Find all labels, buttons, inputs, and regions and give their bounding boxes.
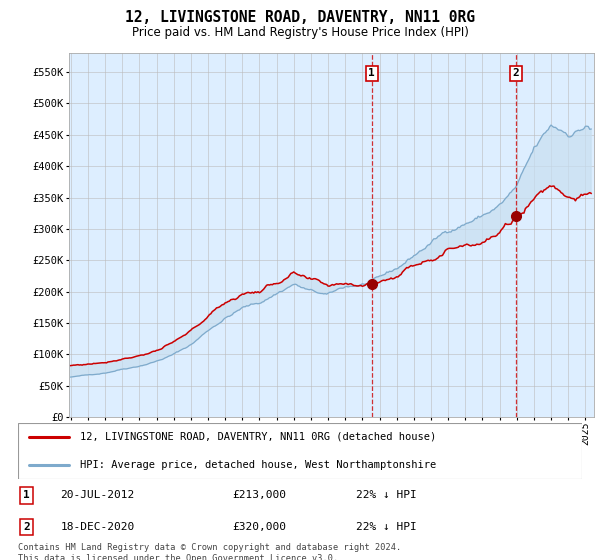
Text: 18-DEC-2020: 18-DEC-2020 — [60, 522, 134, 532]
Text: £213,000: £213,000 — [232, 491, 286, 501]
Text: £320,000: £320,000 — [232, 522, 286, 532]
Text: Price paid vs. HM Land Registry's House Price Index (HPI): Price paid vs. HM Land Registry's House … — [131, 26, 469, 39]
Text: 20-JUL-2012: 20-JUL-2012 — [60, 491, 134, 501]
FancyBboxPatch shape — [18, 423, 582, 479]
Text: 12, LIVINGSTONE ROAD, DAVENTRY, NN11 0RG: 12, LIVINGSTONE ROAD, DAVENTRY, NN11 0RG — [125, 10, 475, 25]
Text: 22% ↓ HPI: 22% ↓ HPI — [356, 522, 417, 532]
Text: 2: 2 — [513, 68, 520, 78]
Text: 1: 1 — [23, 491, 30, 501]
Text: 2: 2 — [23, 522, 30, 532]
Text: HPI: Average price, detached house, West Northamptonshire: HPI: Average price, detached house, West… — [80, 460, 436, 470]
Text: 12, LIVINGSTONE ROAD, DAVENTRY, NN11 0RG (detached house): 12, LIVINGSTONE ROAD, DAVENTRY, NN11 0RG… — [80, 432, 436, 442]
Text: Contains HM Land Registry data © Crown copyright and database right 2024.
This d: Contains HM Land Registry data © Crown c… — [18, 543, 401, 560]
Text: 22% ↓ HPI: 22% ↓ HPI — [356, 491, 417, 501]
Text: 1: 1 — [368, 68, 375, 78]
